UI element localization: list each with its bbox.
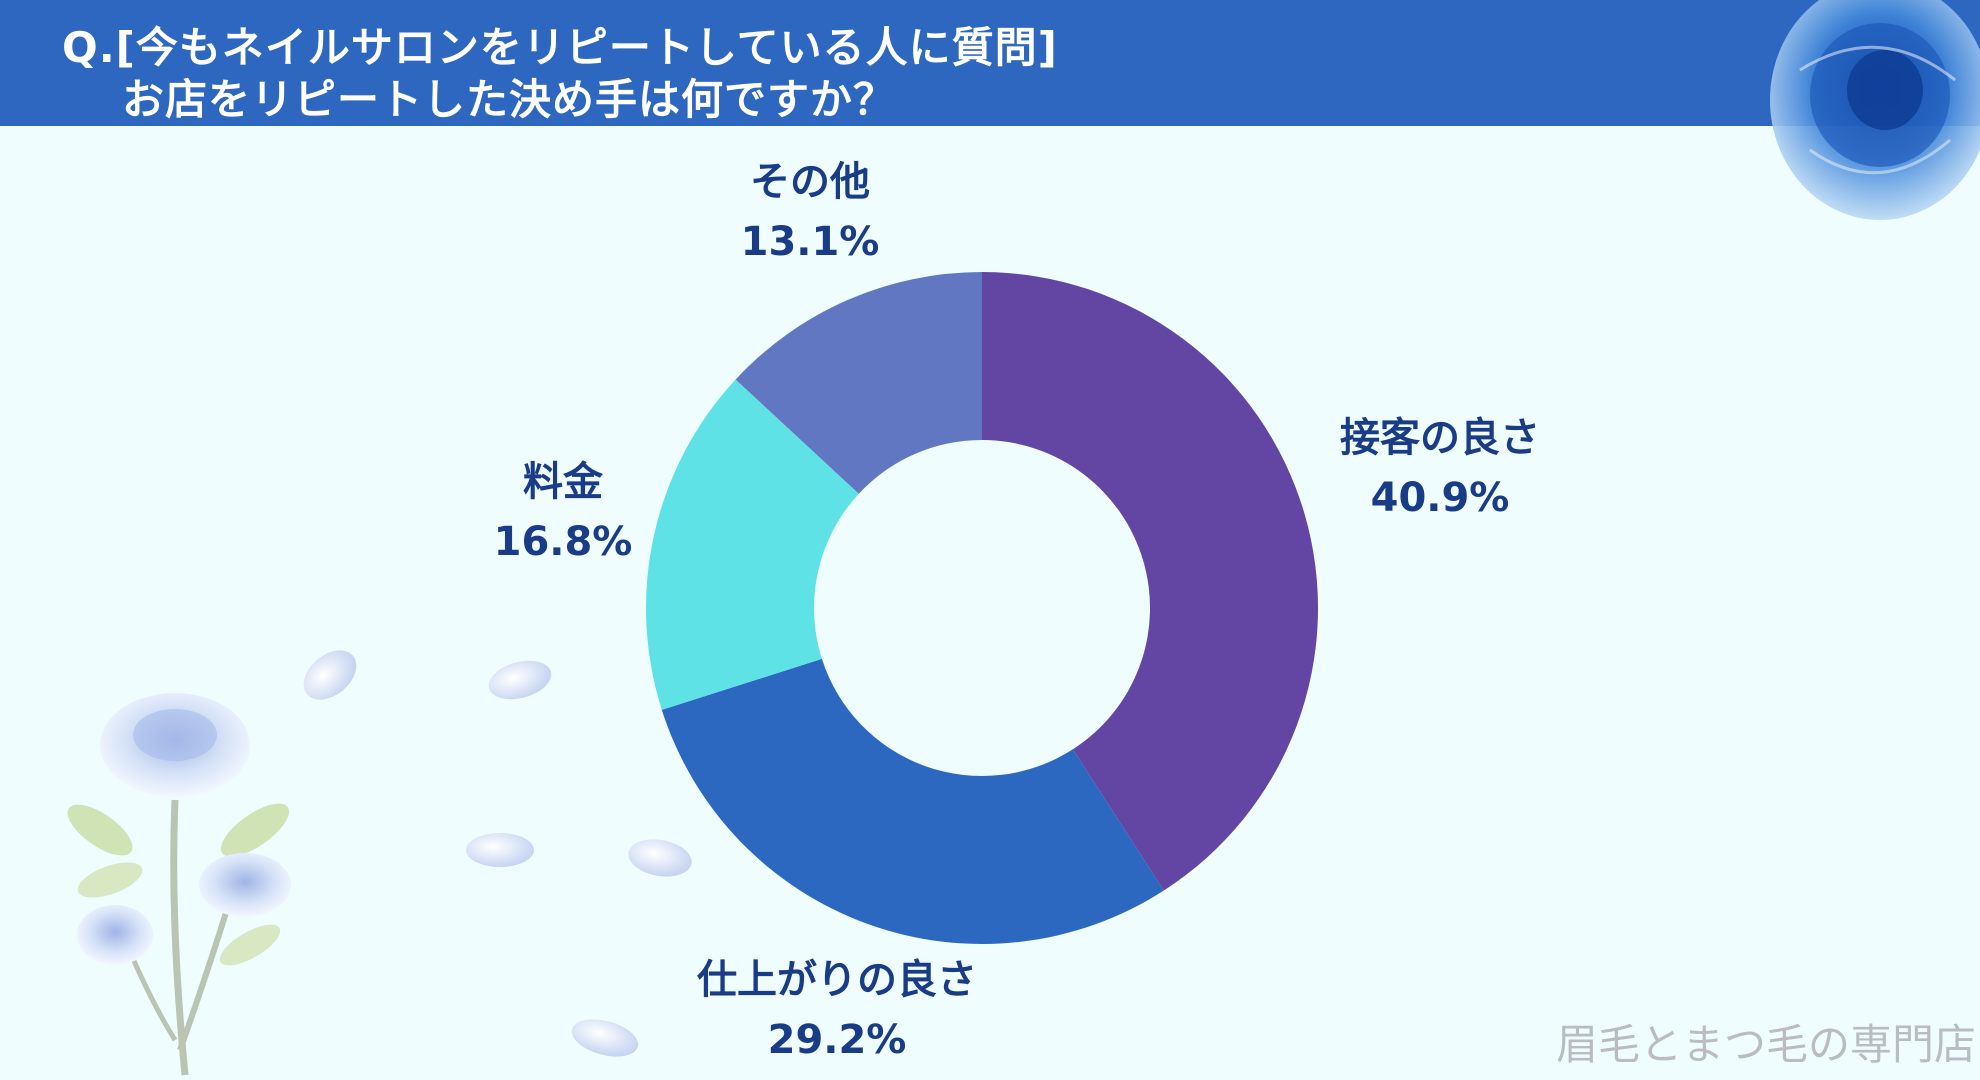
shop-caption: 眉毛とまつ毛の専門店 <box>1555 1020 1976 1069</box>
question-line-1: Q.[今もネイルサロンをリピートしている人に質問] <box>62 23 1058 72</box>
header-bar: Q.[今もネイルサロンをリピートしている人に質問] お店をリピートした決め手は何… <box>0 0 1980 126</box>
value-label: 13.1% <box>740 219 880 265</box>
slice-label-3: その他 13.1% <box>741 152 880 272</box>
donut-slice-2 <box>646 379 859 710</box>
slice-label-2: 料金 16.8% <box>494 452 633 572</box>
slice-label-1: 仕上がりの良さ 29.2% <box>697 950 977 1070</box>
donut-slice-3 <box>735 272 982 494</box>
slice-label-0: 接客の良さ 40.9% <box>1340 408 1540 528</box>
category-label: その他 <box>750 159 870 205</box>
category-label: 仕上がりの良さ <box>697 957 977 1003</box>
category-label: 料金 <box>523 459 603 505</box>
donut-slice-1 <box>661 658 1164 944</box>
value-label: 29.2% <box>767 1017 907 1063</box>
value-label: 40.9% <box>1370 475 1510 521</box>
value-label: 16.8% <box>493 519 633 565</box>
question-line-2: お店をリピートした決め手は何ですか？ <box>122 75 897 124</box>
category-label: 接客の良さ <box>1340 415 1540 461</box>
donut-slice-0 <box>982 272 1318 891</box>
